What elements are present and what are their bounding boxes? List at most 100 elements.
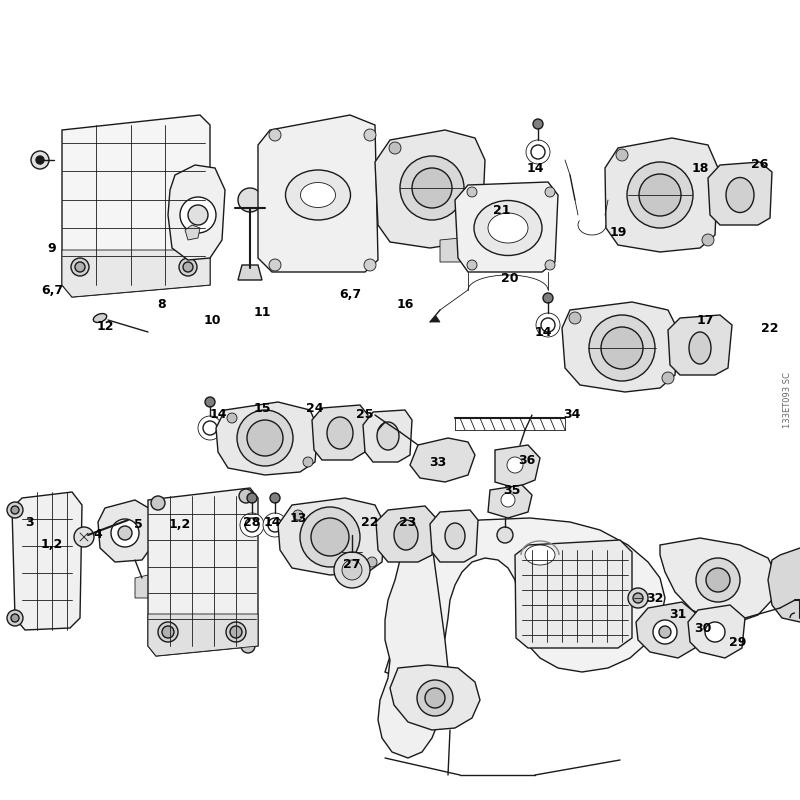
Text: 26: 26 bbox=[751, 158, 769, 171]
Text: 25: 25 bbox=[356, 409, 374, 422]
Circle shape bbox=[653, 620, 677, 644]
Circle shape bbox=[269, 259, 281, 271]
Polygon shape bbox=[378, 530, 448, 758]
Text: 33: 33 bbox=[430, 455, 446, 469]
Circle shape bbox=[400, 156, 464, 220]
Circle shape bbox=[536, 313, 560, 337]
Text: 14: 14 bbox=[526, 162, 544, 174]
Text: 4: 4 bbox=[94, 529, 102, 542]
Circle shape bbox=[180, 197, 216, 233]
Circle shape bbox=[633, 593, 643, 603]
Circle shape bbox=[247, 420, 283, 456]
Text: 5: 5 bbox=[134, 518, 142, 531]
Circle shape bbox=[240, 513, 264, 537]
Circle shape bbox=[11, 614, 19, 622]
Polygon shape bbox=[148, 614, 258, 656]
Polygon shape bbox=[515, 540, 632, 648]
Circle shape bbox=[342, 560, 362, 580]
Polygon shape bbox=[488, 485, 532, 518]
Circle shape bbox=[162, 626, 174, 638]
Circle shape bbox=[36, 156, 44, 164]
Text: 14: 14 bbox=[534, 326, 552, 338]
Circle shape bbox=[247, 493, 257, 503]
Polygon shape bbox=[385, 518, 665, 678]
Circle shape bbox=[183, 262, 193, 272]
Circle shape bbox=[31, 151, 49, 169]
Text: 6,7: 6,7 bbox=[339, 289, 361, 302]
Circle shape bbox=[270, 493, 280, 503]
Circle shape bbox=[149, 631, 163, 645]
Circle shape bbox=[367, 557, 377, 567]
Text: 1,2: 1,2 bbox=[169, 518, 191, 531]
Polygon shape bbox=[688, 605, 745, 658]
Polygon shape bbox=[168, 165, 225, 260]
Text: 17: 17 bbox=[696, 314, 714, 326]
Text: 28: 28 bbox=[243, 515, 261, 529]
Ellipse shape bbox=[301, 182, 335, 207]
Polygon shape bbox=[660, 538, 778, 622]
Circle shape bbox=[412, 168, 452, 208]
Circle shape bbox=[497, 527, 513, 543]
Circle shape bbox=[7, 610, 23, 626]
Circle shape bbox=[179, 258, 197, 276]
Ellipse shape bbox=[726, 178, 754, 213]
Ellipse shape bbox=[94, 314, 106, 322]
Polygon shape bbox=[605, 138, 718, 252]
Circle shape bbox=[364, 259, 376, 271]
Circle shape bbox=[569, 312, 581, 324]
Polygon shape bbox=[495, 445, 540, 488]
Polygon shape bbox=[390, 665, 480, 730]
Text: 14: 14 bbox=[210, 409, 226, 422]
Polygon shape bbox=[455, 182, 558, 272]
Text: 30: 30 bbox=[694, 622, 712, 634]
Circle shape bbox=[659, 626, 671, 638]
Circle shape bbox=[118, 526, 132, 540]
Polygon shape bbox=[470, 225, 498, 252]
Circle shape bbox=[501, 493, 515, 507]
Ellipse shape bbox=[689, 332, 711, 364]
Text: 8: 8 bbox=[158, 298, 166, 311]
Circle shape bbox=[300, 507, 360, 567]
Text: 29: 29 bbox=[730, 635, 746, 649]
Text: 13: 13 bbox=[290, 511, 306, 525]
Circle shape bbox=[627, 162, 693, 228]
Ellipse shape bbox=[474, 201, 542, 255]
Polygon shape bbox=[312, 405, 368, 460]
Text: 3: 3 bbox=[26, 515, 34, 529]
Circle shape bbox=[11, 506, 19, 514]
Circle shape bbox=[705, 622, 725, 642]
Text: 23: 23 bbox=[399, 515, 417, 529]
Text: 9: 9 bbox=[48, 242, 56, 254]
Text: 19: 19 bbox=[610, 226, 626, 238]
Circle shape bbox=[533, 119, 543, 129]
Polygon shape bbox=[278, 498, 385, 575]
Circle shape bbox=[311, 518, 349, 556]
Circle shape bbox=[526, 140, 550, 164]
Ellipse shape bbox=[286, 170, 350, 220]
Ellipse shape bbox=[445, 523, 465, 549]
Circle shape bbox=[706, 568, 730, 592]
Circle shape bbox=[662, 372, 674, 384]
Circle shape bbox=[334, 552, 370, 588]
Circle shape bbox=[507, 457, 523, 473]
Polygon shape bbox=[62, 250, 210, 297]
Text: 133ET093 SC: 133ET093 SC bbox=[783, 372, 793, 428]
Circle shape bbox=[268, 518, 282, 532]
Polygon shape bbox=[148, 488, 258, 656]
Text: 12: 12 bbox=[96, 321, 114, 334]
Text: 21: 21 bbox=[494, 203, 510, 217]
Circle shape bbox=[545, 187, 555, 197]
Circle shape bbox=[245, 518, 259, 532]
Ellipse shape bbox=[377, 422, 399, 450]
Text: 11: 11 bbox=[254, 306, 270, 318]
Circle shape bbox=[230, 626, 242, 638]
Circle shape bbox=[467, 260, 477, 270]
Circle shape bbox=[639, 174, 681, 216]
Polygon shape bbox=[562, 302, 678, 392]
Polygon shape bbox=[238, 265, 262, 280]
Text: 20: 20 bbox=[502, 271, 518, 285]
Polygon shape bbox=[636, 602, 698, 658]
Circle shape bbox=[696, 558, 740, 602]
Polygon shape bbox=[98, 500, 155, 562]
Polygon shape bbox=[258, 115, 378, 272]
